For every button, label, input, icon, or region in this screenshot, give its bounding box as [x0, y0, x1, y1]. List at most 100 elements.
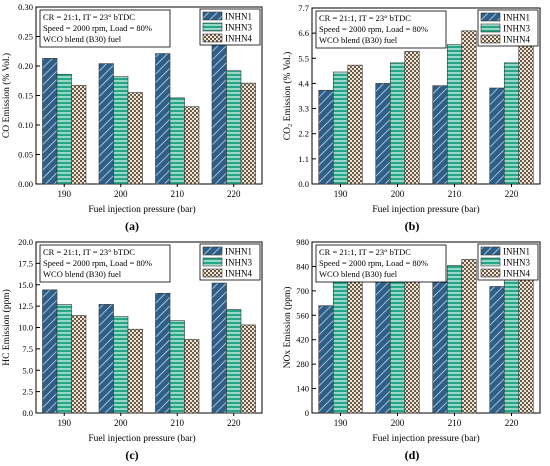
y-tick-label: 840	[296, 261, 309, 271]
legend-label: INHN3	[503, 24, 530, 34]
bar-inhn4-210	[184, 339, 200, 414]
y-tick-label: 0.0	[298, 179, 309, 189]
annotation-box	[39, 244, 171, 283]
annotation-line: WCO blend (B30) fuel	[43, 269, 122, 279]
annotation-line: WCO blend (B30) fuel	[43, 34, 122, 44]
bar-inhn4-200	[404, 51, 420, 185]
bar-inhn1-190	[318, 305, 334, 414]
bar-inhn4-220	[518, 44, 534, 185]
annotation-line: CR = 21:1, IT = 23° bTDC	[319, 13, 411, 23]
legend-label: INHN1	[225, 247, 252, 257]
bar-inhn4-220	[240, 82, 256, 185]
bar-inhn3-190	[332, 280, 349, 414]
bar-inhn4-200	[404, 266, 420, 414]
plot-frame	[311, 241, 541, 414]
legend-swatch-inhn3	[480, 23, 501, 33]
legend-label: INHN3	[503, 258, 530, 268]
panel-label: (b)	[405, 219, 420, 233]
annotation-line: Speed = 2000 rpm, Load = 80%	[319, 24, 428, 34]
y-tick-label: 280	[296, 359, 309, 369]
x-axis-label: Fuel injection pressure (bar)	[88, 204, 195, 215]
x-tick-label: 200	[114, 189, 128, 199]
bar-inhn3-190	[56, 304, 72, 414]
plot-frame	[311, 7, 541, 185]
bar-inhn1-210	[432, 280, 448, 414]
bar-inhn4-190	[347, 64, 363, 185]
bar-inhn4-200	[127, 328, 143, 414]
bar-inhn1-200	[98, 63, 114, 185]
y-tick-label: 420	[296, 335, 309, 345]
y-tick-label: 0	[305, 408, 309, 418]
bar-inhn1-220	[211, 43, 227, 185]
legend-swatch-inhn1	[202, 246, 223, 256]
bar-inhn4-220	[240, 324, 256, 414]
bar-inhn4-190	[71, 85, 87, 185]
y-tick-label: 2.5	[22, 387, 33, 397]
legend-swatch-inhn4	[480, 268, 501, 278]
legend-swatch-inhn3	[480, 257, 501, 267]
y-tick-label: 20.0	[18, 237, 33, 247]
annotation-box	[315, 244, 447, 283]
bar-inhn1-210	[155, 53, 171, 185]
x-axis-label: Fuel injection pressure (bar)	[372, 204, 479, 215]
chart-panel-3: 0.0 2.5 5.0 7.5 10.0 12.5 15.0 17.5 20.0 190 200 21…	[1, 237, 263, 462]
panel-label: (c)	[125, 448, 138, 462]
x-tick-label: 200	[114, 418, 128, 428]
legend-swatch-inhn4	[480, 34, 501, 44]
x-axis-label: Fuel injection pressure (bar)	[372, 433, 479, 444]
bar-inhn4-190	[347, 275, 363, 414]
y-axis-label: HC Emission (ppm)	[1, 289, 12, 366]
legend-label: INHN4	[503, 35, 530, 45]
annotation-line: Speed = 2000 rpm, Load = 80%	[43, 23, 152, 33]
y-axis-label: CO Emission (% Vol.)	[1, 53, 12, 138]
x-tick-label: 220	[227, 418, 241, 428]
legend-label: INHN1	[503, 247, 530, 257]
x-tick-label: 210	[171, 189, 185, 199]
bar-inhn3-220	[503, 275, 520, 414]
legend-swatch-inhn3	[202, 257, 223, 267]
bar-inhn4-210	[461, 259, 477, 414]
y-tick-label: 0.10	[18, 120, 33, 130]
x-tick-label: 220	[505, 189, 519, 199]
bar-inhn1-190	[318, 89, 334, 185]
y-tick-label: 0.15	[18, 91, 33, 101]
annotation-box	[315, 10, 447, 49]
bar-inhn3-210	[446, 44, 463, 185]
y-tick-label: 0.05	[18, 150, 33, 160]
chart-panel-4: 0 140 280 420 560 700 840 980 190 200 210 220 Fuel i…	[282, 237, 541, 462]
bar-inhn3-210	[169, 97, 185, 185]
bar-inhn3-220	[226, 70, 242, 185]
chart-panel-1: 0.00 0.05 0.10 0.15 0.20 0.25 0.30 190 200 210 220…	[1, 2, 263, 233]
bar-inhn3-200	[389, 270, 406, 414]
x-tick-label: 210	[448, 418, 462, 428]
bar-inhn1-210	[155, 292, 171, 414]
y-axis-label: NOx Emission (ppm)	[282, 287, 293, 369]
y-tick-label: 4.4	[298, 78, 309, 88]
x-tick-label: 210	[448, 189, 462, 199]
y-tick-label: 5.5	[298, 53, 309, 63]
legend-swatch-inhn1	[480, 246, 501, 256]
y-tick-label: 15.0	[18, 280, 33, 290]
annotation-box	[39, 9, 171, 48]
bar-inhn1-200	[375, 279, 391, 414]
legend-label: INHN4	[225, 34, 252, 44]
panel-label: (d)	[405, 448, 420, 462]
y-tick-label: 980	[296, 237, 309, 247]
x-tick-label: 190	[58, 418, 72, 428]
y-tick-label: 0.25	[18, 32, 33, 42]
legend-label: INHN3	[225, 258, 252, 268]
bar-inhn4-210	[461, 30, 477, 185]
bar-inhn4-220	[518, 270, 534, 414]
legend-swatch-inhn1	[202, 11, 223, 21]
y-tick-label: 7.5	[22, 344, 33, 354]
y-tick-label: 0.0	[22, 408, 33, 418]
bar-inhn3-200	[113, 76, 129, 185]
panel-label: (a)	[125, 219, 139, 233]
bar-inhn1-220	[211, 282, 227, 414]
legend-swatch-inhn4	[202, 33, 223, 43]
legend-label: INHN3	[225, 23, 252, 33]
legend-swatch-inhn4	[202, 268, 223, 278]
annotation-line: WCO blend (B30) fuel	[319, 35, 398, 45]
y-tick-label: 6.6	[298, 28, 309, 38]
chart-panel-2: 0.0 1.1 2.2 3.3 4.4 5.5 6.6 7.7 190 200 210 220 Fuel…	[282, 3, 541, 233]
